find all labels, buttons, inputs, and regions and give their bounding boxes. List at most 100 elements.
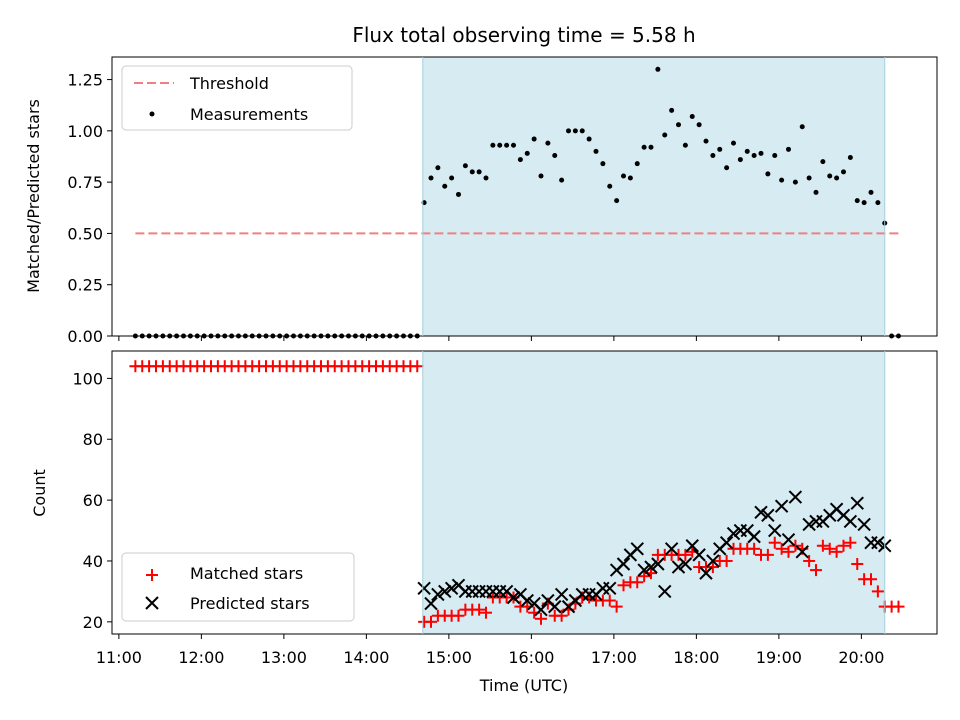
top-y-tick-label: 0.00: [67, 327, 103, 346]
predicted-marker-b: [829, 502, 844, 516]
predicted-star-marker: [438, 584, 452, 599]
predicted-marker-b: [548, 599, 562, 614]
measurement-point: [765, 171, 771, 177]
measurement-point: [435, 165, 441, 171]
top-shaded-region: [422, 57, 885, 336]
measurement-point: [428, 175, 434, 181]
predicted-marker-b: [802, 517, 816, 532]
predicted-marker-b: [685, 539, 699, 553]
predicted-star-marker: [444, 581, 459, 596]
predicted-star-marker: [706, 554, 720, 568]
predicted-star-marker: [658, 584, 672, 599]
x-axis-label: Time (UTC): [479, 676, 568, 695]
measurement-point: [820, 159, 826, 165]
matched-star-marker: [610, 600, 623, 613]
predicted-marker-b: [554, 587, 569, 602]
top-y-tick-label: 0.50: [67, 224, 103, 243]
measurement-point: [614, 198, 620, 204]
predicted-marker-b: [843, 514, 858, 529]
predicted-marker-b: [850, 496, 864, 510]
matched-star-marker: [871, 585, 884, 598]
predicted-marker-b: [754, 505, 768, 519]
measurement-point: [737, 157, 743, 163]
measurement-point: [724, 165, 730, 171]
legend-threshold-label: Threshold: [189, 74, 269, 93]
predicted-marker-b: [678, 557, 693, 571]
predicted-marker-b: [761, 508, 775, 523]
measurement-point: [648, 144, 654, 150]
bottom-y-axis-label: Count: [30, 469, 49, 517]
predicted-star-marker: [685, 539, 699, 553]
matched-star-marker: [706, 561, 719, 574]
bottom-x-tick-label: 13:00: [261, 648, 307, 667]
predicted-star-marker: [754, 505, 768, 519]
legend-predicted-swatch: [145, 596, 159, 610]
predicted-star-marker: [774, 499, 789, 513]
matched-star-marker: [851, 558, 864, 571]
measurement-point: [841, 169, 846, 175]
predicted-star-marker: [726, 526, 741, 541]
predicted-star-marker: [603, 581, 617, 596]
top-y-axis-label: Matched/Predicted stars: [24, 99, 43, 293]
matched-star-marker: [638, 570, 651, 583]
matched-star-marker: [775, 542, 788, 555]
measurement-point: [552, 152, 558, 158]
measurement-points: [132, 66, 901, 339]
bottom-x-tick-label: 15:00: [426, 648, 472, 667]
predicted-marker-b: [534, 602, 548, 617]
measurement-point: [511, 142, 516, 148]
predicted-star-marker: [795, 545, 809, 559]
measurement-point: [799, 124, 805, 130]
matched-star-marker: [555, 609, 568, 622]
measurement-point: [655, 66, 661, 72]
bottom-x-tick-label: 17:00: [591, 648, 637, 667]
predicted-marker-b: [836, 508, 851, 523]
predicted-marker-b: [699, 566, 713, 580]
bottom-x-tick-label: 19:00: [756, 648, 802, 667]
predicted-marker-b: [431, 587, 445, 602]
predicted-star-marker: [871, 536, 885, 550]
predicted-star-marker: [678, 557, 693, 571]
top-axes-frame: [111, 56, 938, 337]
measurement-point: [600, 161, 606, 167]
top-y-tick-label: 0.25: [67, 276, 103, 295]
bottom-x-tick-label: 14:00: [343, 648, 389, 667]
predicted-marker-b: [651, 557, 665, 571]
measurement-point: [682, 142, 688, 148]
predicted-marker-b: [658, 584, 672, 599]
matched-star-marker: [761, 548, 774, 561]
predicted-marker-b: [671, 560, 686, 574]
matched-star-marker: [844, 536, 857, 549]
measurement-point: [717, 146, 723, 152]
legend-matched-swatch: [146, 569, 158, 581]
predicted-star-marker: [651, 557, 665, 571]
predicted-star-marker: [664, 542, 679, 556]
predicted-star-marker: [692, 548, 706, 562]
matched-star-marker: [535, 612, 547, 625]
matched-star-marker: [411, 360, 424, 373]
measurement-point: [786, 146, 791, 152]
predicted-star-marker: [802, 517, 816, 532]
measurement-point: [607, 183, 613, 189]
measurement-point: [827, 173, 833, 179]
bottom-legend: Matched stars Predicted stars: [121, 552, 355, 622]
bottom-panel: 20 40 60 80 100 11:00 12:00 13:00 14:00 15:00 16:…: [30, 350, 938, 695]
measurement-point: [442, 183, 448, 189]
predicted-marker-b: [417, 581, 431, 596]
measurement-point: [627, 175, 633, 181]
legend-predicted-label: Predicted stars: [190, 594, 310, 613]
top-y-tick-label: 0.75: [67, 173, 103, 192]
top-legend-box: [121, 65, 353, 131]
predicted-marker-b: [513, 587, 528, 602]
measurement-point: [449, 175, 455, 181]
legend-measurement-swatch: [149, 111, 155, 117]
bottom-legend-box: [121, 552, 355, 622]
matched-star-marker: [837, 539, 850, 552]
legend-matched-label: Matched stars: [190, 564, 303, 583]
predicted-star-marker: [719, 536, 734, 550]
measurement-point: [456, 191, 461, 197]
matched-star-marker: [679, 548, 692, 561]
bottom-x-tick-label: 16:00: [508, 648, 554, 667]
predicted-marker-b: [781, 532, 796, 547]
predicted-star-marker: [616, 557, 631, 571]
